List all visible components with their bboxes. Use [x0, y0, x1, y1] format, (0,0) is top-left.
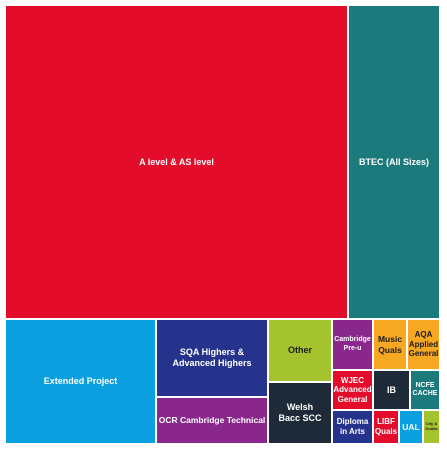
- treemap-tile-label: Other: [287, 345, 312, 356]
- treemap-tile-label: Cambridge Pre-u: [334, 336, 371, 352]
- treemap-tile-label: NCFE CACHE: [412, 381, 438, 397]
- treemap-tile-label: Welsh Bacc SCC: [278, 402, 322, 423]
- treemap-tile-label: UAL: [402, 421, 420, 432]
- treemap-tile-ib: IB: [373, 370, 410, 410]
- treemap-tile-ocr-cambridge-technical: OCR Cambridge Technical: [156, 397, 268, 444]
- treemap-tile-ual: UAL: [399, 410, 423, 444]
- treemap-tile-label: Music Quals: [377, 334, 403, 355]
- treemap-tile-libf-quals: LIBF Quals: [373, 410, 399, 444]
- treemap-tile-cambridge-pre-u: Cambridge Pre-u: [332, 319, 373, 370]
- treemap-tile-label: OCR Cambridge Technical: [158, 415, 266, 426]
- treemap-tile-music-quals: Music Quals: [373, 319, 407, 370]
- treemap-tile-welsh-bacc-scc: Welsh Bacc SCC: [268, 382, 332, 444]
- treemap-tile-label: SQA Highers & Advanced Highers: [172, 347, 252, 368]
- treemap-tile-sqa-highers-advanced-highers: SQA Highers & Advanced Highers: [156, 319, 268, 397]
- treemap-tile-aqa-applied-general: AQA Applied General: [407, 319, 440, 370]
- treemap-tile-city-guilds: City & Guilds: [423, 410, 440, 444]
- treemap-tile-label: City & Guilds: [425, 421, 438, 431]
- treemap-tile-label: AQA Applied General: [408, 330, 439, 359]
- treemap-tile-other: Other: [268, 319, 332, 382]
- treemap-tile-wjec-advanced-general: WJEC Advanced General: [332, 370, 373, 410]
- treemap-tile-btec-all-sizes: BTEC (All Sizes): [348, 5, 440, 319]
- treemap-tile-label: A level & AS level: [139, 156, 214, 167]
- treemap-tile-extended-project: Extended Project: [5, 319, 156, 444]
- treemap-tile-diploma-in-arts: Diploma in Arts: [332, 410, 373, 444]
- treemap-tile-ncfe-cache: NCFE CACHE: [410, 370, 440, 410]
- treemap-tile-label: BTEC (All Sizes): [358, 156, 429, 167]
- treemap-tile-label: WJEC Advanced General: [333, 375, 372, 404]
- treemap-tile-label: LIBF Quals: [374, 417, 398, 436]
- treemap-tile-label: Extended Project: [43, 376, 118, 387]
- treemap-tile-a-level-as-level: A level & AS level: [5, 5, 348, 319]
- treemap-tile-label: IB: [387, 384, 396, 395]
- treemap-tile-label: Diploma in Arts: [336, 417, 369, 436]
